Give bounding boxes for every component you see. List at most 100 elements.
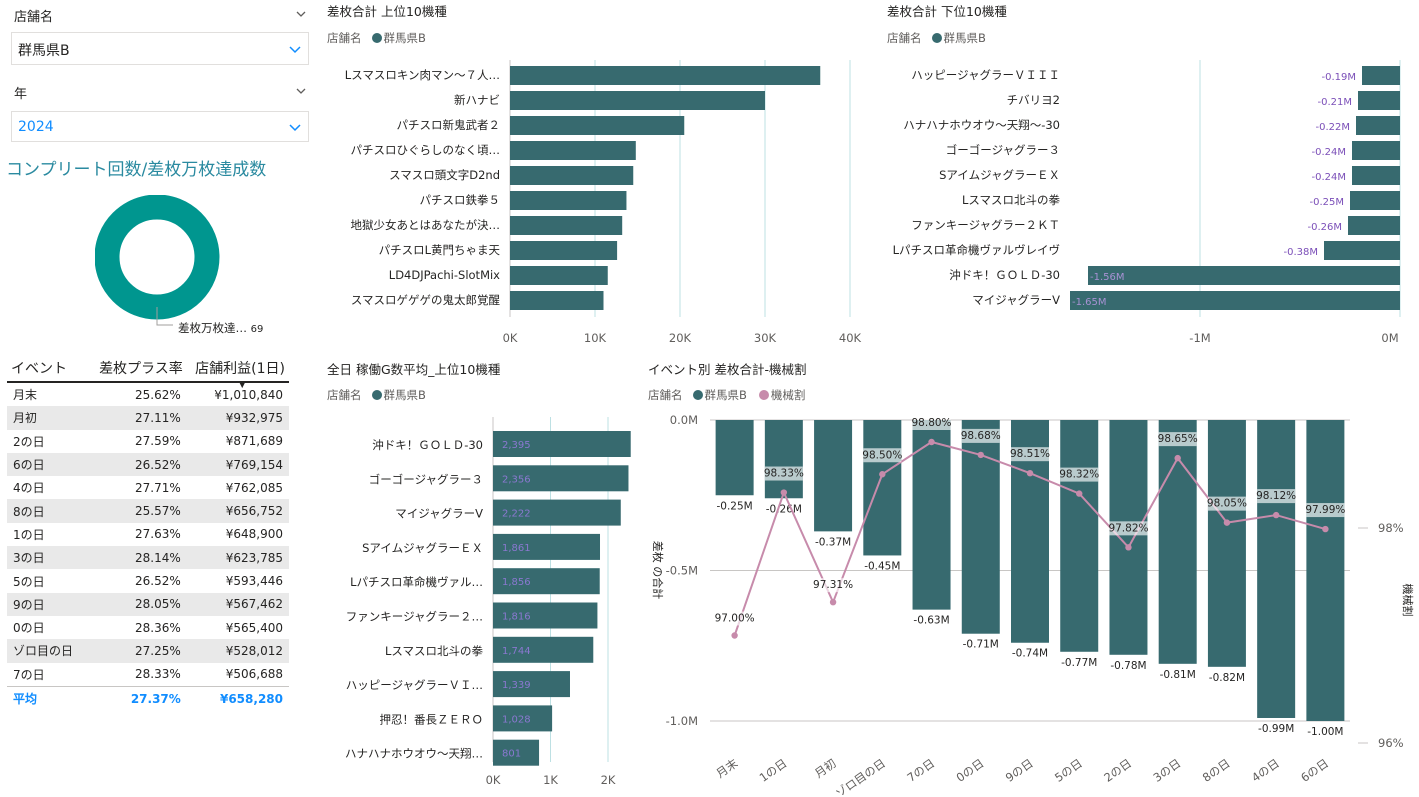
cell-plus-rate: 27.71% <box>135 480 181 495</box>
col-header-plus-rate[interactable]: 差枚プラス率 <box>91 355 187 383</box>
bar <box>912 420 951 610</box>
data-label: 1,856 <box>502 577 531 588</box>
table-row[interactable]: 7の日 28.33% ¥506,688 <box>7 663 289 687</box>
cell-event: 9の日 <box>7 592 91 616</box>
store-dropdown[interactable]: 群馬県B <box>11 32 309 65</box>
cell-profit: ¥648,900 <box>225 527 283 542</box>
cell-event: 2の日 <box>13 434 45 449</box>
data-label: -1.65M <box>1072 297 1107 308</box>
donut-chart[interactable] <box>95 195 295 340</box>
cell-profit: ¥565,400 <box>225 620 283 635</box>
data-label: -0.25M <box>1309 197 1344 208</box>
table-row[interactable]: 5の日 26.52% ¥593,446 <box>7 569 289 592</box>
table-row[interactable]: 9の日 28.05% ¥567,462 <box>7 592 289 616</box>
table-row[interactable]: 2の日 27.59% ¥871,689 <box>7 430 289 453</box>
table-row[interactable]: 1の日 27.63% ¥648,900 <box>7 523 289 546</box>
data-label: 801 <box>502 749 521 760</box>
chevron-down-icon[interactable] <box>295 85 307 97</box>
category-label: チバリヨ2 <box>1007 93 1060 107</box>
x-tick-label: 0の日 <box>954 756 987 785</box>
line-point <box>1223 519 1231 526</box>
table-row[interactable]: ゾロ目の日 27.25% ¥528,012 <box>7 639 289 663</box>
y-axis-title: 差枚 の合計 <box>651 541 665 600</box>
bar <box>493 671 570 698</box>
data-label: 97.82% <box>1108 522 1148 534</box>
x-tick-label: 9の日 <box>1003 756 1036 785</box>
cell-profit: ¥769,154 <box>186 452 289 477</box>
data-label: -0.24M <box>1311 147 1346 158</box>
bar <box>1324 241 1400 260</box>
table-row[interactable]: 3の日 28.14% ¥623,785 <box>7 546 289 570</box>
bottom10-title: 差枚合計 下位10機種 <box>887 4 1007 19</box>
line-point <box>1125 544 1132 551</box>
col-header-event[interactable]: イベント <box>7 355 91 383</box>
data-label: -0.99M <box>1258 723 1294 735</box>
bottom10-legend: 店舗名 群馬県B <box>887 31 986 45</box>
chevron-down-icon[interactable] <box>295 8 307 20</box>
cell-profit: ¥1,010,840 <box>214 387 283 402</box>
year-dropdown[interactable]: 2024 <box>11 111 309 142</box>
bar <box>510 66 821 85</box>
x-tick-label: 2の日 <box>1101 756 1134 785</box>
games-chart[interactable]: 0K 1K 2K 沖ドキ！ＧＯＬＤ-30 2,395 ゴーゴージャグラー３ 2,356 マイジ… <box>320 412 640 794</box>
category-label: スマスロゲゲゲの鬼太郎覚醒 <box>351 293 501 307</box>
data-label: -0.22M <box>1315 122 1350 133</box>
data-label: 98.65% <box>1158 433 1198 445</box>
bar <box>715 420 754 496</box>
bar <box>493 533 601 560</box>
category-label: Lスマスロ北斗の拳 <box>962 193 1061 207</box>
bar <box>493 636 594 663</box>
table-row[interactable]: 4の日 27.71% ¥762,085 <box>7 476 289 499</box>
category-label: 新ハナビ <box>454 93 500 107</box>
top10-chart[interactable]: 0K 10K 20K 30K 40K Lスマスロキン肉マン～７人… 新ハナビパチスロ新鬼武者… <box>320 55 870 355</box>
line-point <box>879 471 886 478</box>
bar <box>814 420 853 532</box>
data-label: -0.45M <box>864 560 900 572</box>
cell-event: 8の日 <box>7 499 91 523</box>
y-tick-label: 0.0M <box>670 413 698 427</box>
y-tick-label: -1.0M <box>666 714 698 728</box>
cell-event: 5の日 <box>13 574 45 589</box>
event-table[interactable]: イベント 差枚プラス率 店舗利益(1日) ▼ 月末 25.62% ¥1,010,84… <box>7 355 289 711</box>
x-tick-label: 0M <box>1381 331 1398 345</box>
table-row[interactable]: 月初 27.11% ¥932,975 <box>7 406 289 430</box>
category-label: LD4DJPachi-SlotMix <box>389 268 500 282</box>
x-tick-label: 月末 <box>713 756 740 781</box>
col-header-profit[interactable]: 店舗利益(1日) ▼ <box>186 355 289 390</box>
category-label: Lパチスロ革命機ヴァル… <box>350 575 483 589</box>
data-label: -0.26M <box>1307 222 1342 233</box>
cell-profit: ¥871,689 <box>225 434 283 449</box>
cell-plus-rate: 27.11% <box>91 406 187 430</box>
bottom10-chart[interactable]: -1M 0M ハッピージャグラーＶＩＩＩ -0.19M チバリヨ2 -0.21M ハナハナホ… <box>880 55 1415 355</box>
cell-plus-rate: 28.05% <box>91 592 187 616</box>
chevron-down-icon <box>289 124 301 132</box>
cell-profit: ¥567,462 <box>186 592 289 616</box>
bar <box>510 216 623 235</box>
bar <box>493 705 553 732</box>
data-label: -0.19M <box>1321 72 1356 83</box>
table-row[interactable]: 6の日 26.52% ¥769,154 <box>7 452 289 477</box>
category-label: 地獄少女あとはあなたが決… <box>351 218 501 232</box>
bar <box>493 431 631 457</box>
cell-event: 月末 <box>13 388 38 403</box>
category-label: 押忍！番長ＺＥＲＯ <box>380 712 484 726</box>
cell-profit: ¥932,975 <box>186 406 289 430</box>
table-row[interactable]: 0の日 28.36% ¥565,400 <box>7 616 289 639</box>
category-label: パチスロL黄門ちゃま天 <box>379 243 501 257</box>
data-label: 97.31% <box>813 579 853 591</box>
cell-event: 1の日 <box>13 527 45 542</box>
table-total-row: 平均 27.37% ¥658,280 <box>7 685 289 711</box>
table-row[interactable]: 月末 25.62% ¥1,010,840 <box>7 382 289 406</box>
category-label: SアイムジャグラーＥＸ <box>939 168 1060 182</box>
bar <box>493 465 629 492</box>
cell-profit: ¥593,446 <box>225 574 283 589</box>
data-label: -0.25M <box>716 500 752 512</box>
line-point <box>1026 469 1034 477</box>
data-label-bg <box>814 578 853 593</box>
cell-event: 7の日 <box>13 667 45 682</box>
line-point <box>1076 490 1083 497</box>
table-row[interactable]: 8の日 25.57% ¥656,752 <box>7 499 289 523</box>
data-label-bg <box>1207 496 1246 511</box>
bar <box>493 568 600 595</box>
